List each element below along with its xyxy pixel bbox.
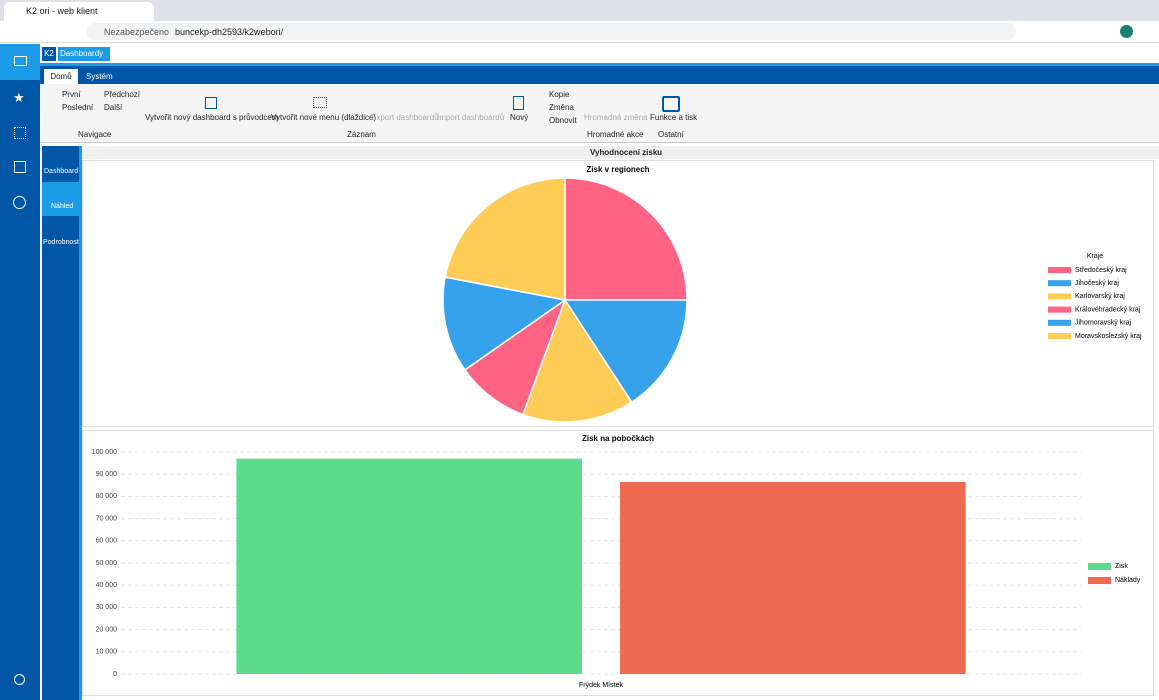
side-nav-item[interactable]: Dashboard: [44, 168, 79, 175]
app-sidebar: [0, 44, 40, 700]
legend-swatch: [1048, 280, 1071, 287]
legend-label: Moravskoslezský kraj: [1075, 333, 1142, 340]
profile[interactable]: [1120, 25, 1133, 38]
browser-tab[interactable]: [4, 2, 154, 21]
bar: [620, 481, 966, 674]
y-tick-label: 60 000: [96, 538, 118, 545]
legend-swatch: [1048, 267, 1071, 273]
side-nav: [42, 146, 79, 700]
nav-button[interactable]: Další: [104, 103, 123, 112]
legend-swatch: [1048, 319, 1071, 326]
legend-label: Zisk: [1115, 563, 1128, 570]
y-tick-label: 0: [113, 671, 117, 678]
accent: [40, 63, 1159, 66]
legend-label: Náklady: [1115, 577, 1141, 584]
icon-chart[interactable]: [13, 196, 26, 209]
legend-swatch: [1088, 563, 1111, 570]
icon: [205, 97, 217, 109]
ribbon-button: Export dashboardů: [371, 113, 439, 122]
divider: [79, 146, 82, 700]
y-tick-label: 40 000: [96, 582, 118, 589]
ribbon-tabs: [40, 66, 1159, 84]
icon-monitor: [14, 56, 27, 66]
legend-label: Jihomoravský kraj: [1075, 320, 1131, 327]
doc-tab[interactable]: Dashboardy: [58, 47, 110, 61]
url-field[interactable]: [86, 23, 1016, 40]
y-tick-label: 100 000: [92, 449, 117, 456]
group-label: Ostatní: [658, 130, 684, 139]
icon: [513, 96, 524, 110]
icon-star[interactable]: ★: [13, 90, 25, 105]
legend-swatch: [1088, 577, 1111, 584]
ribbon-button[interactable]: Vytvořit nový dashboard s průvodcem: [145, 113, 279, 122]
legend-label: Jihočeský kraj: [1075, 280, 1119, 287]
icon: [662, 96, 680, 112]
url: buncekp-dh2593/k2webori/: [175, 27, 284, 37]
ribbon-button[interactable]: Kopie: [549, 90, 570, 99]
ribbon-button[interactable]: Nový: [510, 113, 529, 122]
legend-swatch: [1048, 333, 1071, 339]
legend-label: Středočeský kraj: [1075, 267, 1127, 274]
group-label: Záznam: [347, 130, 376, 139]
icon-user[interactable]: [14, 674, 25, 685]
pie-slice: [444, 177, 566, 301]
nav-button[interactable]: První: [62, 90, 81, 99]
doc-tabs: [40, 44, 1159, 64]
chart-title: Zisk v regionech: [586, 165, 649, 174]
legend-label: Královéhradecký kraj: [1075, 306, 1141, 313]
legend-swatch: [1048, 293, 1071, 300]
icon-calendar[interactable]: [14, 161, 26, 173]
nav-button[interactable]: Předchozí: [104, 90, 141, 99]
ribbon-button[interactable]: Vytvořit nové menu (dlaždice): [271, 113, 377, 122]
icon-grid[interactable]: [14, 127, 26, 139]
y-tick-label: 90 000: [96, 471, 118, 478]
ribbon-button[interactable]: Obnovit: [549, 116, 577, 125]
y-tick-label: 30 000: [96, 604, 118, 611]
logo: K2: [42, 47, 56, 61]
side-nav-item[interactable]: Podrobnosti: [43, 239, 81, 246]
tab-strip: [0, 0, 1159, 21]
legend-label: Karlovarský kraj: [1075, 293, 1125, 300]
ribbon-button: Import dashboardů: [437, 113, 505, 122]
chart-title: Zisk na pobočkách: [582, 434, 654, 443]
legend-swatch: [1048, 306, 1071, 313]
ribbon: [40, 84, 1159, 143]
y-tick-label: 10 000: [96, 649, 118, 656]
ribbon-tab[interactable]: Systém: [86, 72, 113, 81]
y-tick-label: 20 000: [96, 626, 118, 633]
ribbon-button: Hromadná změna: [584, 113, 648, 122]
pie-slice: [442, 276, 567, 371]
y-tick-label: 70 000: [96, 515, 118, 522]
group-label: Navigace: [78, 130, 112, 139]
icon: [313, 97, 327, 108]
title-bar: [82, 146, 1159, 159]
sidebar-active[interactable]: [0, 44, 40, 80]
nav-button[interactable]: Poslední: [62, 103, 94, 112]
tab-title: K2 ori - web klient: [26, 6, 98, 16]
bar-chart: Zisk na pobočkách 0 10 000 20 000 30 000 40 0…: [82, 430, 1154, 696]
security: Nezabezpečeno: [104, 27, 170, 37]
x-tick-label: Frýdek Místek: [579, 682, 623, 689]
side-nav-item[interactable]: Náhled: [51, 203, 74, 210]
ribbon-tab[interactable]: Domů: [44, 69, 78, 84]
bar: [236, 458, 582, 674]
pie-slice: [563, 299, 688, 404]
group-label: Hromadné akce: [587, 130, 644, 139]
page-title: Vyhodnocení zisku: [590, 148, 663, 157]
pie-slice: [463, 298, 567, 416]
y-tick-label: 80 000: [96, 493, 118, 500]
pie-slice: [564, 177, 688, 301]
side-nav-active[interactable]: [42, 182, 79, 216]
legend-title: Kraje: [1087, 253, 1103, 260]
ribbon-button[interactable]: Funkce a tisk: [650, 113, 698, 122]
pie-chart: Zisk v regionech Kraje Středočeský kraj Jih…: [82, 160, 1154, 427]
pie-slice: [521, 298, 633, 423]
y-tick-label: 50 000: [96, 560, 118, 567]
ribbon-button[interactable]: Změna: [549, 103, 574, 112]
